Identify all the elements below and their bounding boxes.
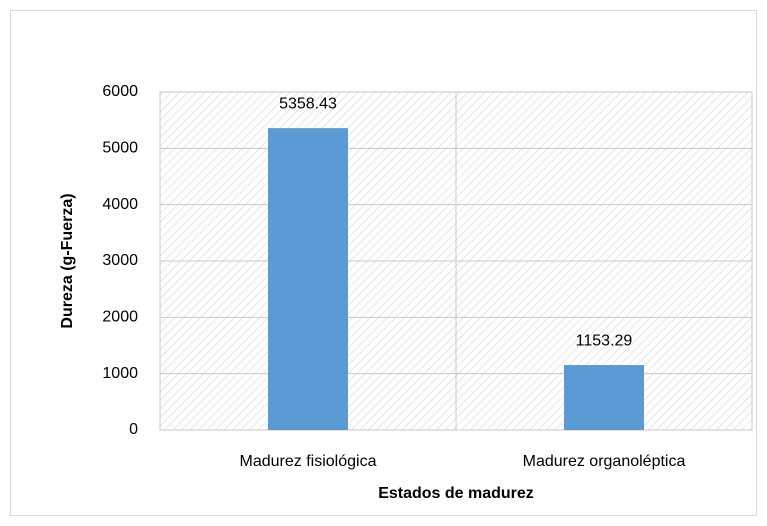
y-tick-label: 2000 — [102, 309, 138, 326]
x-axis-title: Estados de madurez — [378, 485, 534, 502]
data-label: 1153.29 — [576, 332, 633, 349]
x-tick-label: Madurez fisiológica — [240, 453, 377, 470]
data-label: 5358.43 — [279, 95, 337, 112]
y-tick-label: 3000 — [102, 252, 138, 269]
y-tick-label: 6000 — [102, 83, 138, 100]
bar — [564, 365, 644, 430]
bar — [268, 128, 348, 430]
y-tick-label: 0 — [129, 421, 138, 438]
y-tick-label: 4000 — [102, 196, 138, 213]
x-tick-label: Madurez organoléptica — [523, 453, 686, 470]
y-tick-label: 5000 — [102, 140, 138, 157]
y-axis-title: Dureza (g-Fuerza) — [59, 193, 76, 328]
y-tick-label: 1000 — [102, 365, 138, 382]
